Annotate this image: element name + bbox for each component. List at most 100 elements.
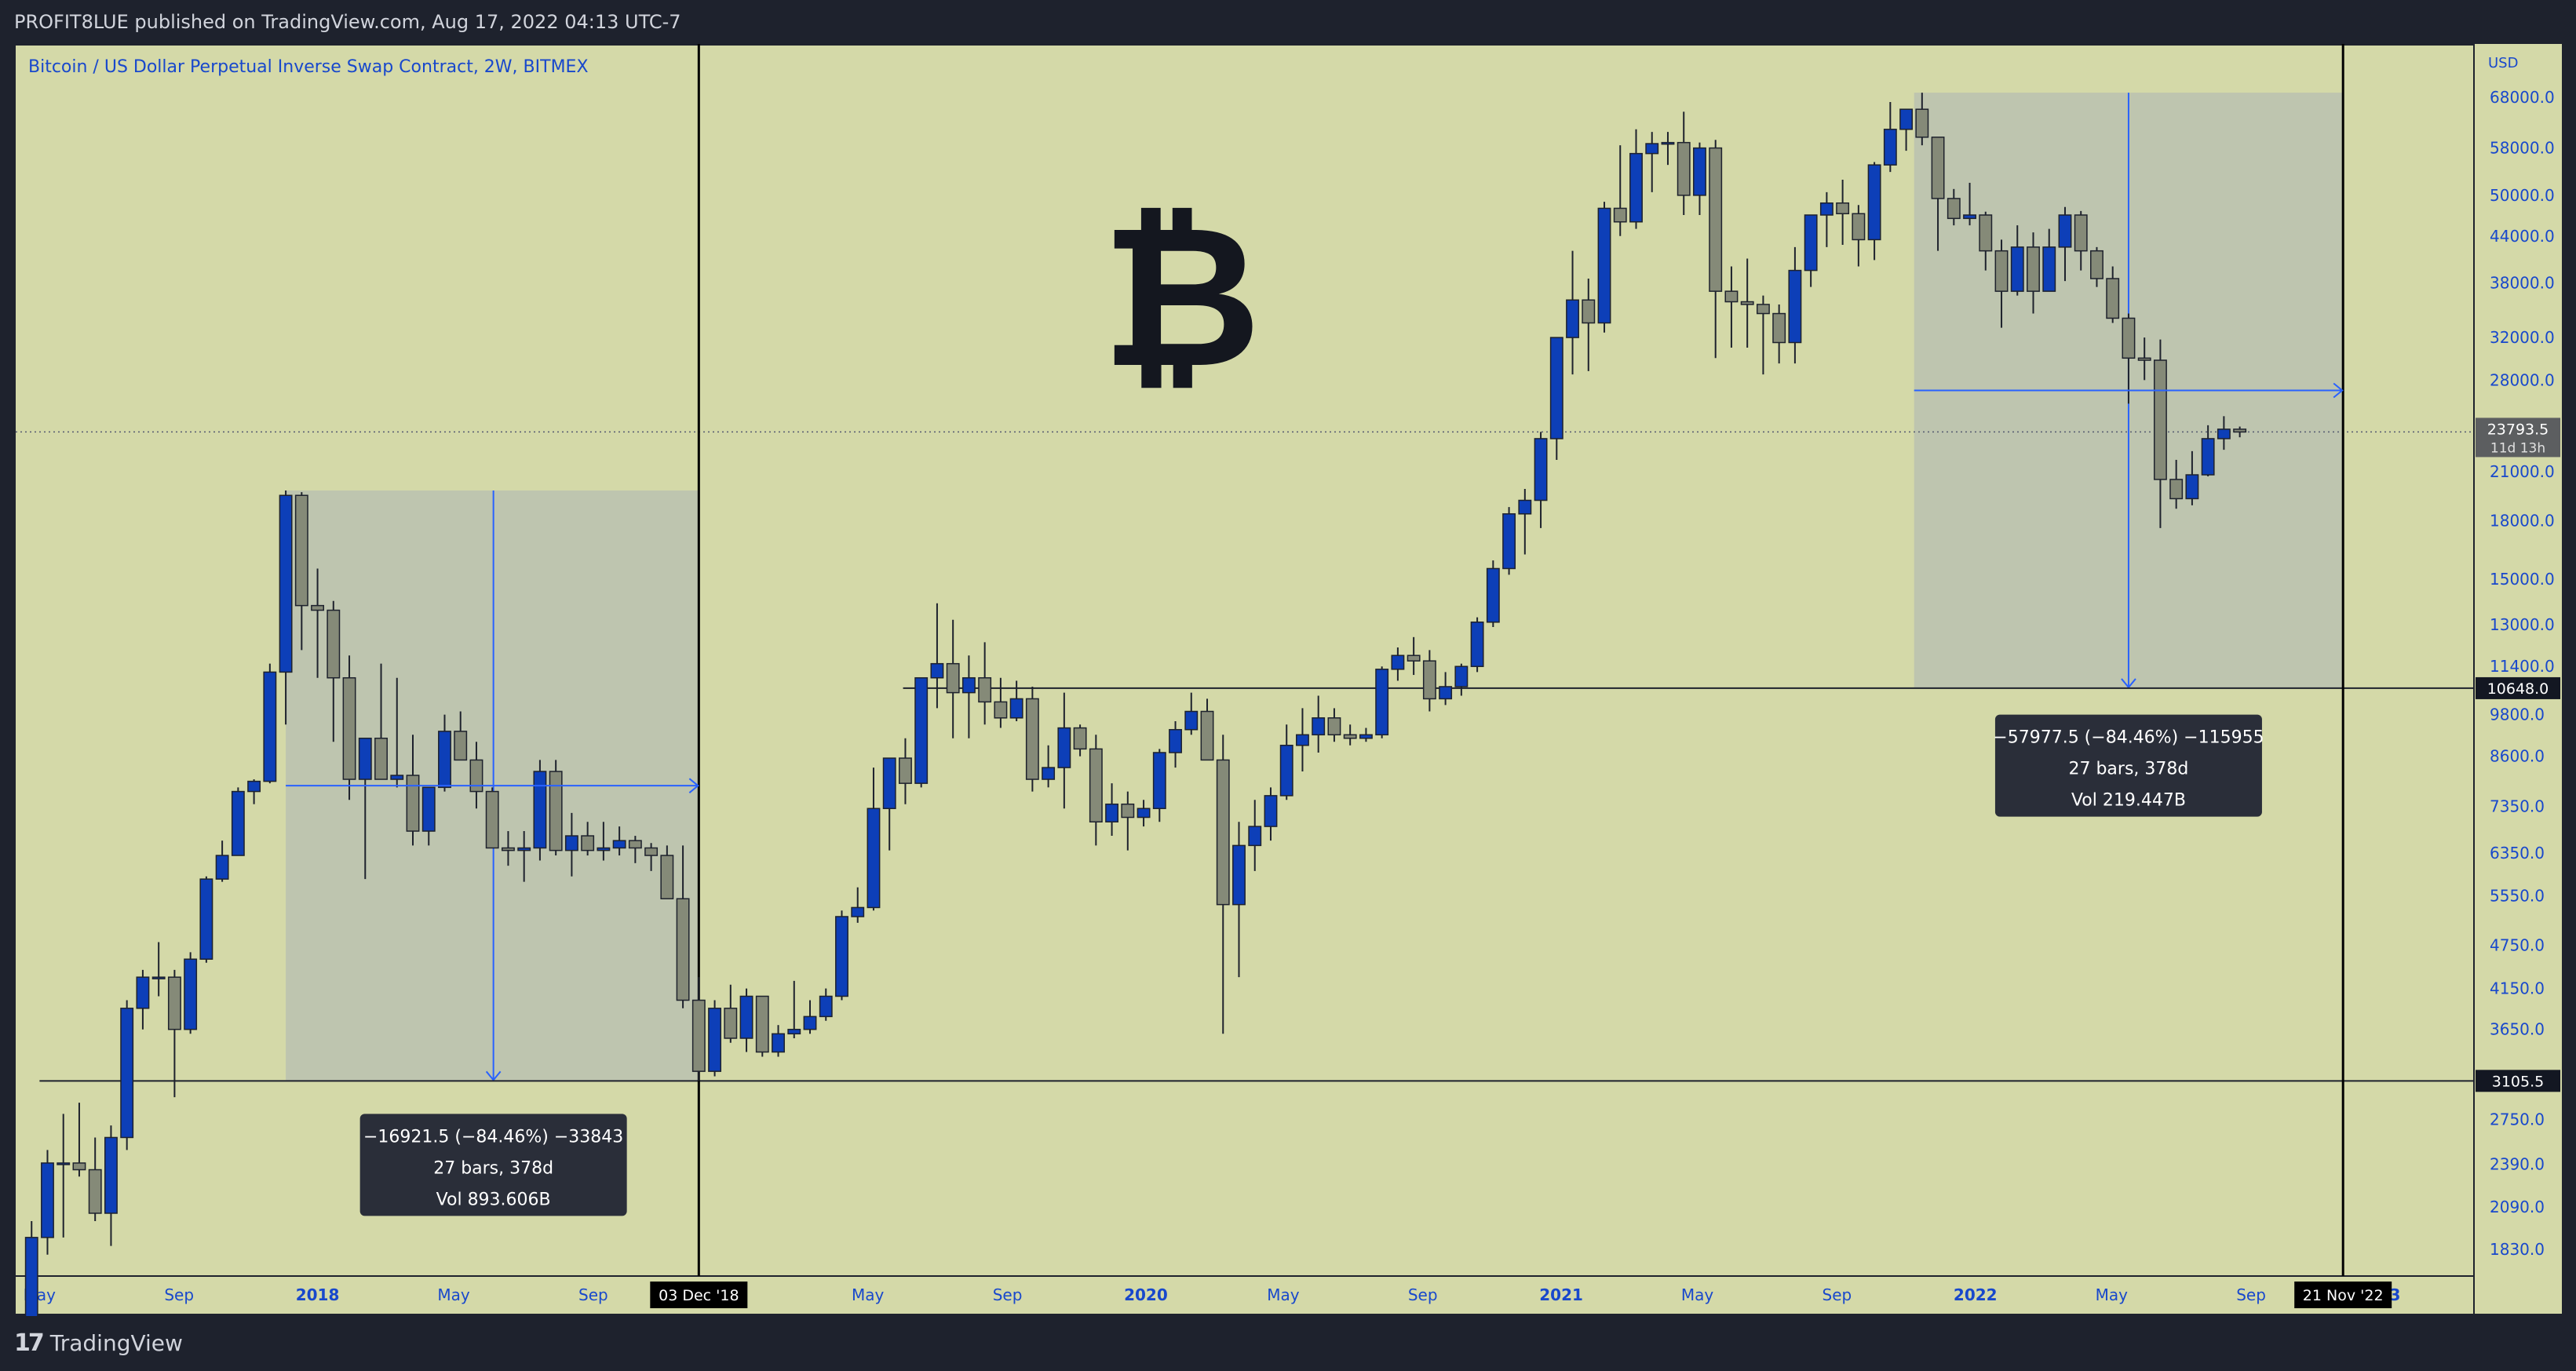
candle-down[interactable]: [1025, 686, 1039, 792]
candle-down[interactable]: [660, 845, 674, 899]
candle-up[interactable]: [184, 952, 198, 1034]
candle-up[interactable]: [1375, 666, 1389, 738]
candle-up[interactable]: [136, 969, 150, 1030]
candle-down[interactable]: [1407, 636, 1421, 676]
candle-down[interactable]: [1756, 295, 1770, 375]
candle-up[interactable]: [1804, 214, 1818, 287]
candle-down[interactable]: [1677, 111, 1691, 215]
candle-down[interactable]: [676, 845, 690, 1008]
candle-up[interactable]: [564, 812, 578, 877]
candle-down[interactable]: [2027, 232, 2040, 314]
candle-down[interactable]: [342, 655, 356, 800]
candle-up[interactable]: [1549, 337, 1563, 460]
tradingview-logo[interactable]: 17 TradingView: [14, 1329, 183, 1357]
candle-down[interactable]: [502, 831, 515, 866]
candle-up[interactable]: [421, 786, 436, 846]
candle-down[interactable]: [946, 619, 960, 738]
candle-up[interactable]: [803, 1000, 817, 1034]
candle-up[interactable]: [151, 942, 166, 997]
candle-down[interactable]: [1915, 93, 1929, 146]
candle-down[interactable]: [2169, 459, 2184, 509]
candle-up[interactable]: [739, 988, 753, 1052]
candle-down[interactable]: [454, 711, 468, 761]
candle-up[interactable]: [390, 677, 404, 788]
candle-up[interactable]: [1486, 560, 1500, 628]
candle-up[interactable]: [2217, 416, 2231, 450]
candle-up[interactable]: [2058, 206, 2072, 282]
candle-down[interactable]: [1994, 239, 2009, 328]
candle-down[interactable]: [1073, 724, 1087, 757]
candle-up[interactable]: [1661, 132, 1675, 166]
candle-down[interactable]: [2137, 337, 2151, 381]
candle-up[interactable]: [851, 887, 865, 923]
candle-up[interactable]: [1169, 721, 1182, 768]
candle-down[interactable]: [1740, 258, 1754, 348]
candle-up[interactable]: [1264, 787, 1278, 841]
candle-up[interactable]: [2042, 228, 2056, 292]
candle-up[interactable]: [1629, 129, 1643, 229]
candle-down[interactable]: [1216, 735, 1230, 1034]
candle-down[interactable]: [167, 969, 181, 1098]
candle-down[interactable]: [755, 995, 769, 1057]
candle-down[interactable]: [374, 663, 388, 780]
candle-up[interactable]: [1391, 647, 1405, 681]
candle-up[interactable]: [1152, 749, 1166, 822]
candle-up[interactable]: [358, 737, 372, 880]
candle-down[interactable]: [1422, 650, 1436, 712]
candle-up[interactable]: [1312, 695, 1326, 753]
candle-up[interactable]: [914, 676, 929, 788]
candle-down[interactable]: [1121, 791, 1135, 851]
candle-down[interactable]: [1931, 137, 1945, 251]
candle-down[interactable]: [469, 742, 483, 809]
candle-up[interactable]: [41, 1150, 54, 1255]
candle-down[interactable]: [485, 787, 499, 849]
candle-up[interactable]: [1566, 250, 1579, 375]
candle-down[interactable]: [311, 568, 325, 678]
candle-up[interactable]: [1518, 488, 1532, 555]
candle-up[interactable]: [1296, 708, 1309, 772]
candle-up[interactable]: [533, 760, 547, 861]
candle-down[interactable]: [724, 984, 738, 1043]
candle-down[interactable]: [294, 492, 308, 651]
candle-up[interactable]: [247, 779, 261, 804]
candle-up[interactable]: [1963, 182, 1976, 226]
candle-up[interactable]: [867, 768, 881, 911]
chart-area[interactable]: [14, 44, 2563, 1315]
candle-up[interactable]: [772, 1025, 785, 1057]
candle-down[interactable]: [899, 738, 912, 804]
candle-down[interactable]: [1582, 278, 1596, 371]
candle-down[interactable]: [628, 836, 642, 863]
candle-down[interactable]: [1089, 735, 1103, 846]
candle-down[interactable]: [1709, 140, 1723, 359]
candle-up[interactable]: [120, 1000, 134, 1150]
candle-up[interactable]: [1105, 783, 1119, 837]
candle-up[interactable]: [1788, 246, 1802, 364]
candle-up[interactable]: [517, 831, 531, 882]
candle-up[interactable]: [708, 1000, 722, 1077]
candle-up[interactable]: [199, 876, 213, 963]
candle-down[interactable]: [581, 822, 595, 856]
candle-up[interactable]: [1232, 822, 1246, 978]
candle-down[interactable]: [1979, 211, 1993, 271]
candle-up[interactable]: [279, 490, 293, 725]
candle-down[interactable]: [2090, 246, 2103, 287]
candle-down[interactable]: [1327, 708, 1341, 742]
candle-up[interactable]: [2201, 425, 2215, 476]
candle-down[interactable]: [549, 760, 563, 856]
candle-up[interactable]: [1279, 724, 1293, 800]
candle-down[interactable]: [2122, 313, 2136, 404]
candle-down[interactable]: [1343, 724, 1357, 746]
candle-up[interactable]: [1693, 142, 1706, 215]
candle-down[interactable]: [72, 1103, 86, 1177]
candle-down[interactable]: [406, 735, 420, 846]
candle-down[interactable]: [978, 642, 992, 725]
candle-down[interactable]: [2106, 266, 2120, 323]
candle-down[interactable]: [1852, 205, 1866, 267]
candle-up[interactable]: [1597, 202, 1611, 333]
candle-down[interactable]: [2074, 210, 2088, 271]
candle-down[interactable]: [1947, 188, 1961, 226]
candle-up[interactable]: [215, 840, 229, 882]
candle-up[interactable]: [930, 603, 944, 709]
candle-up[interactable]: [1439, 672, 1453, 706]
